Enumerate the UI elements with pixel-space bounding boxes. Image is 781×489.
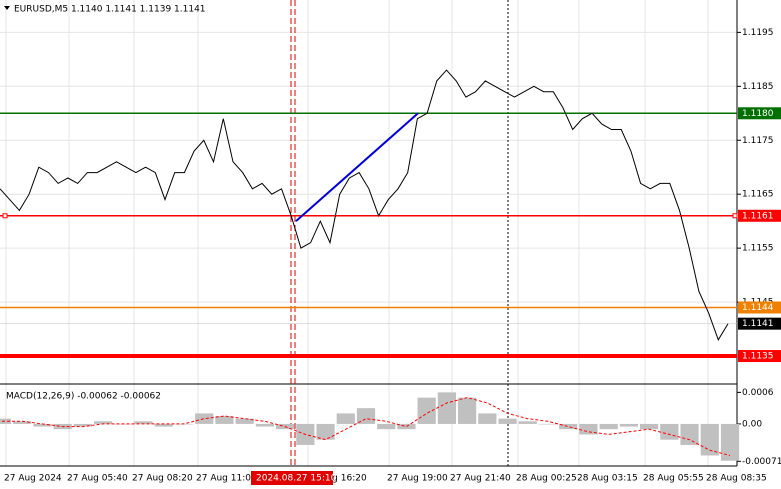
macd-bar bbox=[215, 416, 234, 424]
macd-bar bbox=[579, 423, 598, 435]
y-tick-label: 0.0006 bbox=[742, 388, 774, 398]
macd-bar bbox=[660, 423, 679, 440]
macd-title: MACD(12,26,9) -0.00062 -0.00062 bbox=[6, 392, 161, 402]
macd-bar bbox=[73, 423, 92, 427]
y-tick-label: 1.1195 bbox=[742, 28, 774, 38]
x-tick-label: 28 Aug 00:25 bbox=[516, 474, 577, 484]
macd-bar bbox=[0, 418, 12, 424]
macd-bar bbox=[417, 397, 436, 424]
y-tick-label: 1.1155 bbox=[742, 244, 774, 254]
grid bbox=[0, 0, 737, 466]
macd-bar bbox=[134, 421, 153, 424]
level-label: 1.1161 bbox=[742, 211, 774, 221]
cursor-label-box bbox=[251, 471, 333, 485]
chart-title: EURUSD,M5 1.1140 1.1141 1.1139 1.1141 bbox=[14, 5, 206, 15]
macd-bar bbox=[700, 423, 719, 456]
level-label-box bbox=[738, 107, 781, 120]
x-tick-label: 27 Aug 05:40 bbox=[67, 474, 128, 484]
y-tick-label: 0.00 bbox=[742, 419, 762, 429]
level-label-box bbox=[738, 317, 781, 330]
macd-bar bbox=[538, 423, 558, 425]
level-label-box bbox=[738, 350, 781, 363]
macd-bar bbox=[599, 423, 618, 430]
x-tick-label: 28 Aug 03:15 bbox=[577, 474, 638, 484]
plot: 27 Aug 2024 27 Aug 05:40 27 Aug 08:20 27 Au… bbox=[0, 28, 781, 485]
menu-icon bbox=[4, 6, 10, 10]
macd-bar bbox=[720, 423, 740, 461]
y-tick-label: -0.00071 bbox=[742, 457, 781, 467]
x-tick-label: 28 Aug 08:35 bbox=[706, 474, 767, 484]
x-tick-label: 27 Aug 16:20 bbox=[306, 474, 367, 484]
y-tick-label: 1.1185 bbox=[742, 82, 774, 92]
macd-bar bbox=[518, 421, 537, 424]
x-tick-label: 27 Aug 11:00 bbox=[196, 474, 257, 484]
macd-bar bbox=[397, 423, 416, 430]
level-label-box bbox=[738, 209, 781, 222]
level-handle bbox=[732, 213, 738, 219]
y-tick-label: 1.1165 bbox=[742, 190, 774, 200]
macd-bar bbox=[680, 423, 699, 445]
macd-bar bbox=[154, 423, 173, 427]
price-line bbox=[0, 69, 729, 341]
x-tick-label: 28 Aug 05:55 bbox=[643, 474, 704, 484]
x-tick-label: 27 Aug 2024 bbox=[4, 474, 62, 484]
macd-bar bbox=[336, 413, 355, 424]
macd-bar bbox=[33, 423, 52, 427]
x-tick-label: 27 Aug 21:40 bbox=[450, 474, 511, 484]
macd-signal bbox=[2, 397, 731, 456]
macd-bar bbox=[640, 423, 659, 430]
y-tick-label: 1.1175 bbox=[742, 136, 774, 146]
level-label: 1.1141 bbox=[742, 319, 774, 329]
macd-bar bbox=[437, 392, 456, 424]
macd-bar bbox=[498, 418, 517, 424]
macd-bar bbox=[377, 423, 396, 430]
x-tick-label: 27 Aug 19:00 bbox=[387, 474, 448, 484]
macd-bar bbox=[478, 413, 497, 424]
level-label: 1.1180 bbox=[742, 109, 774, 119]
macd-bar bbox=[255, 423, 274, 427]
macd-bar bbox=[94, 421, 113, 424]
level-label: 1.1135 bbox=[742, 352, 774, 362]
x-tick-label: 27 Aug 08:20 bbox=[132, 474, 193, 484]
macd-bar bbox=[356, 408, 376, 424]
level-label-box bbox=[738, 301, 781, 314]
macd-bar bbox=[13, 421, 32, 424]
level-handle bbox=[2, 213, 8, 219]
macd-bar bbox=[619, 423, 638, 427]
macd-bar bbox=[195, 413, 214, 424]
macd-bar bbox=[235, 418, 254, 424]
macd-bar bbox=[316, 423, 335, 440]
level-label: 1.1144 bbox=[742, 303, 774, 313]
macd-bar bbox=[458, 397, 477, 424]
cursor-label: 2024.08.27 15:10 bbox=[256, 474, 337, 484]
macd-bar bbox=[559, 423, 578, 430]
trendline bbox=[295, 112, 419, 222]
